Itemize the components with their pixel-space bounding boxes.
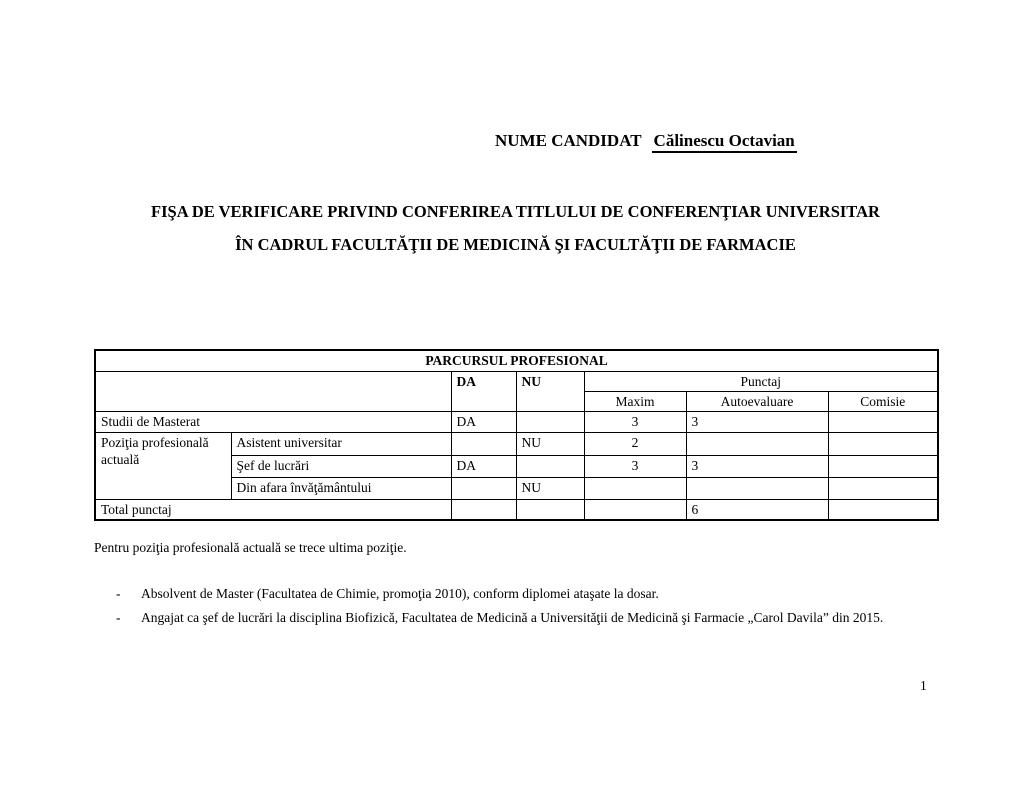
header-maxim: Maxim bbox=[583, 390, 687, 412]
table-row-asistent: Poziţia profesională actuală Asistent un… bbox=[94, 431, 939, 500]
cell-masterat-autoevaluare: 3 bbox=[685, 410, 829, 433]
header-da: DA bbox=[450, 370, 517, 412]
label-masterat: Studii de Masterat bbox=[94, 410, 452, 433]
candidate-label: NUME CANDIDAT bbox=[495, 131, 642, 150]
label-pozitia: Poziţia profesională actuală bbox=[94, 431, 232, 500]
cell-asistent-autoevaluare bbox=[685, 431, 829, 456]
bullet-text-master: Absolvent de Master (Facultatea de Chimi… bbox=[141, 586, 659, 601]
label-asistent: Asistent universitar bbox=[230, 431, 452, 456]
bullet-text-angajat: Angajat ca şef de lucrări la disciplina … bbox=[141, 609, 884, 625]
list-item: - Absolvent de Master (Facultatea de Chi… bbox=[116, 582, 941, 606]
cell-masterat-maxim: 3 bbox=[583, 410, 687, 433]
cell-din-afara-comisie bbox=[827, 476, 939, 500]
cell-sef-autoevaluare: 3 bbox=[685, 454, 829, 478]
cell-total-autoevaluare: 6 bbox=[685, 498, 829, 521]
professional-path-table: PARCURSUL PROFESIONAL DA NU Punctaj Maxi… bbox=[94, 349, 940, 521]
cell-din-afara-autoevaluare bbox=[685, 476, 829, 500]
cell-din-afara-maxim bbox=[583, 476, 687, 500]
document-title-line2: ÎN CADRUL FACULTĂŢII DE MEDICINĂ ŞI FACU… bbox=[235, 235, 796, 254]
cell-asistent-da bbox=[450, 431, 517, 456]
cell-total-comisie bbox=[827, 498, 939, 521]
candidate-name: Călinescu Octavian bbox=[651, 131, 797, 153]
cell-din-afara-nu: NU bbox=[515, 476, 585, 500]
cell-sef-maxim: 3 bbox=[583, 454, 687, 478]
cell-total-nu bbox=[515, 498, 585, 521]
header-blank-cell bbox=[94, 370, 452, 412]
candidate-line: NUME CANDIDAT Călinescu Octavian bbox=[495, 131, 797, 153]
cell-asistent-maxim: 2 bbox=[583, 431, 687, 456]
table-row-masterat: Studii de Masterat DA 3 3 bbox=[94, 410, 939, 433]
cell-total-da bbox=[450, 498, 517, 521]
cell-masterat-comisie bbox=[827, 410, 939, 433]
list-item: - Angajat ca şef de lucrări la disciplin… bbox=[116, 606, 941, 630]
page-number: 1 bbox=[920, 678, 927, 693]
document-title: FIŞA DE VERIFICARE PRIVIND CONFERIREA TI… bbox=[94, 203, 937, 254]
cell-masterat-da: DA bbox=[450, 410, 517, 433]
cell-sef-comisie bbox=[827, 454, 939, 478]
cell-sef-da: DA bbox=[450, 454, 517, 478]
label-sef: Şef de lucrări bbox=[230, 454, 452, 478]
table-header-row: DA NU Punctaj bbox=[94, 370, 939, 412]
table-row-total: Total punctaj 6 bbox=[94, 498, 939, 521]
cell-sef-nu bbox=[515, 454, 585, 478]
cell-asistent-nu: NU bbox=[515, 431, 585, 456]
notes-list: - Absolvent de Master (Facultatea de Chi… bbox=[116, 582, 941, 629]
header-punctaj: Punctaj bbox=[583, 370, 939, 392]
note-paragraph: Pentru poziţia profesională actuală se t… bbox=[94, 540, 407, 555]
document-title-line1: FIŞA DE VERIFICARE PRIVIND CONFERIREA TI… bbox=[151, 202, 880, 221]
header-comisie: Comisie bbox=[827, 390, 939, 412]
table-row-din-afara: Din afara învăţământului NU bbox=[95, 476, 939, 500]
label-din-afara: Din afara învăţământului bbox=[230, 476, 452, 500]
table-title-row: PARCURSUL PROFESIONAL bbox=[94, 349, 939, 372]
label-total: Total punctaj bbox=[94, 498, 452, 521]
header-autoevaluare: Autoevaluare bbox=[685, 390, 829, 412]
table-title: PARCURSUL PROFESIONAL bbox=[94, 349, 939, 372]
cell-asistent-comisie bbox=[827, 431, 939, 456]
bullet-dash: - bbox=[116, 609, 121, 625]
header-nu: NU bbox=[515, 370, 585, 412]
bullet-dash: - bbox=[116, 586, 121, 601]
cell-masterat-nu bbox=[515, 410, 585, 433]
cell-din-afara-da bbox=[450, 476, 517, 500]
cell-total-maxim bbox=[583, 498, 687, 521]
